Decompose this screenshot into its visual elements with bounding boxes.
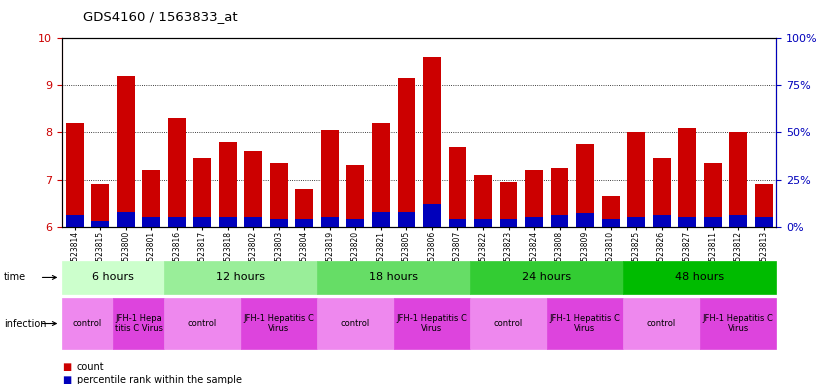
Bar (627, 132, 645, 227)
Bar (500, 219, 517, 227)
Bar (525, 217, 543, 227)
Bar (296, 189, 313, 227)
Bar (449, 147, 467, 227)
Bar (193, 217, 211, 227)
Text: count: count (77, 362, 104, 372)
Text: JFH-1 Hepatitis C
Virus: JFH-1 Hepatitis C Virus (244, 314, 314, 333)
Bar (116, 212, 135, 227)
Bar (346, 219, 364, 227)
Bar (346, 166, 364, 227)
Bar (321, 130, 339, 227)
Bar (755, 217, 772, 227)
Text: ■: ■ (62, 362, 71, 372)
Bar (321, 217, 339, 227)
Bar (704, 163, 722, 227)
Bar (678, 217, 696, 227)
Bar (704, 217, 722, 227)
Text: ■: ■ (62, 375, 71, 384)
Bar (653, 158, 671, 227)
Bar (244, 151, 263, 227)
Text: time: time (4, 272, 26, 283)
Text: 24 hours: 24 hours (522, 272, 572, 283)
Bar (168, 217, 186, 227)
Bar (525, 170, 543, 227)
Bar (372, 123, 390, 227)
Bar (729, 132, 747, 227)
Text: control: control (73, 319, 102, 328)
Bar (244, 217, 263, 227)
Text: control: control (647, 319, 676, 328)
Bar (219, 217, 237, 227)
Text: JFH-1 Hepatitis C
Virus: JFH-1 Hepatitis C Virus (396, 314, 468, 333)
Bar (92, 221, 109, 227)
Bar (627, 217, 645, 227)
Text: control: control (341, 319, 370, 328)
Bar (601, 196, 620, 227)
Bar (142, 170, 160, 227)
Bar (66, 215, 83, 227)
Text: 48 hours: 48 hours (676, 272, 724, 283)
Bar (551, 215, 568, 227)
Bar (423, 204, 441, 227)
Bar (449, 219, 467, 227)
Bar (270, 219, 287, 227)
Bar (755, 184, 772, 227)
Bar (270, 163, 287, 227)
Text: 18 hours: 18 hours (369, 272, 418, 283)
Bar (551, 168, 568, 227)
Bar (423, 57, 441, 227)
Bar (142, 217, 160, 227)
Bar (474, 219, 492, 227)
Bar (474, 175, 492, 227)
Bar (193, 158, 211, 227)
Bar (168, 118, 186, 227)
Bar (296, 219, 313, 227)
Bar (653, 215, 671, 227)
Text: JFH-1 Hepatitis C
Virus: JFH-1 Hepatitis C Virus (703, 314, 774, 333)
Text: 12 hours: 12 hours (216, 272, 265, 283)
Bar (92, 184, 109, 227)
Bar (576, 144, 594, 227)
Bar (397, 212, 415, 227)
Text: GDS4160 / 1563833_at: GDS4160 / 1563833_at (83, 10, 237, 23)
Bar (219, 142, 237, 227)
Bar (576, 214, 594, 227)
Text: 6 hours: 6 hours (92, 272, 134, 283)
Bar (372, 212, 390, 227)
Text: JFH-1 Hepatitis C
Virus: JFH-1 Hepatitis C Virus (549, 314, 620, 333)
Text: percentile rank within the sample: percentile rank within the sample (77, 375, 242, 384)
Bar (601, 219, 620, 227)
Bar (500, 182, 517, 227)
Bar (678, 128, 696, 227)
Text: control: control (188, 319, 217, 328)
Bar (66, 123, 83, 227)
Bar (729, 215, 747, 227)
Text: infection: infection (4, 318, 46, 329)
Text: control: control (494, 319, 523, 328)
Bar (116, 76, 135, 227)
Text: JFH-1 Hepa
titis C Virus: JFH-1 Hepa titis C Virus (115, 314, 163, 333)
Bar (397, 78, 415, 227)
